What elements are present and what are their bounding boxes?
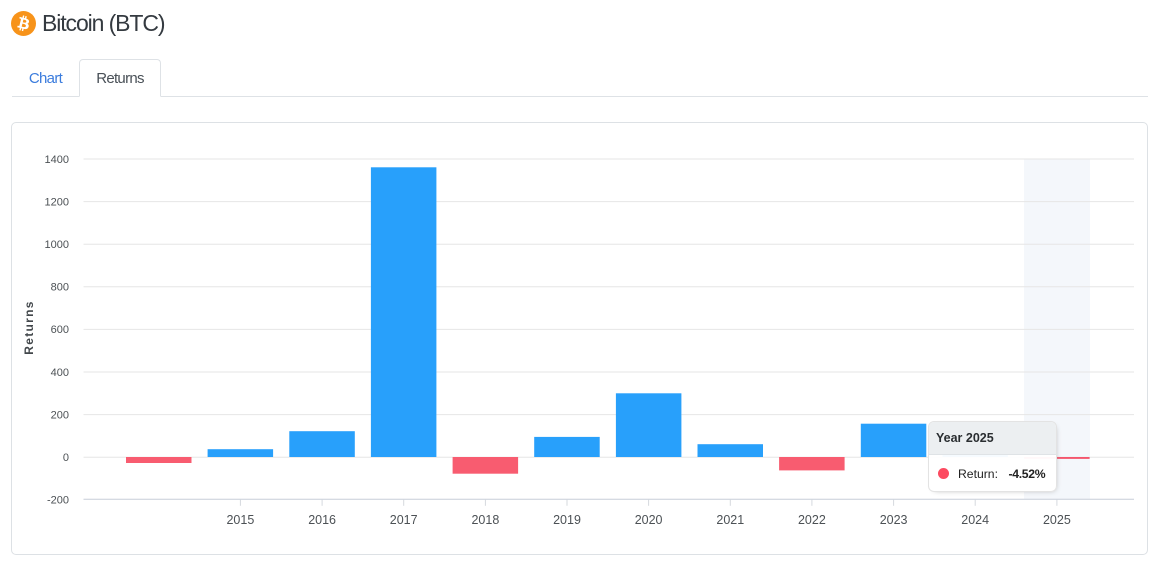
svg-text:2022: 2022: [798, 513, 826, 527]
svg-text:2024: 2024: [961, 513, 989, 527]
svg-text:2015: 2015: [226, 513, 254, 527]
svg-text:2019: 2019: [553, 513, 581, 527]
svg-text:2021: 2021: [716, 513, 744, 527]
svg-text:1200: 1200: [45, 196, 69, 208]
svg-text:2016: 2016: [308, 513, 336, 527]
svg-text:200: 200: [51, 409, 69, 421]
svg-text:600: 600: [51, 324, 69, 336]
svg-text:2023: 2023: [880, 513, 908, 527]
svg-text:2025: 2025: [1043, 513, 1071, 527]
svg-text:2017: 2017: [390, 513, 418, 527]
svg-text:800: 800: [51, 282, 69, 294]
svg-text:0: 0: [63, 452, 69, 464]
svg-text:400: 400: [51, 367, 69, 379]
svg-text:Returns: Returns: [22, 300, 36, 354]
svg-text:1400: 1400: [45, 154, 69, 166]
svg-text:2018: 2018: [471, 513, 499, 527]
svg-text:2020: 2020: [635, 513, 663, 527]
svg-text:1000: 1000: [45, 239, 69, 251]
svg-text:-200: -200: [47, 495, 69, 507]
